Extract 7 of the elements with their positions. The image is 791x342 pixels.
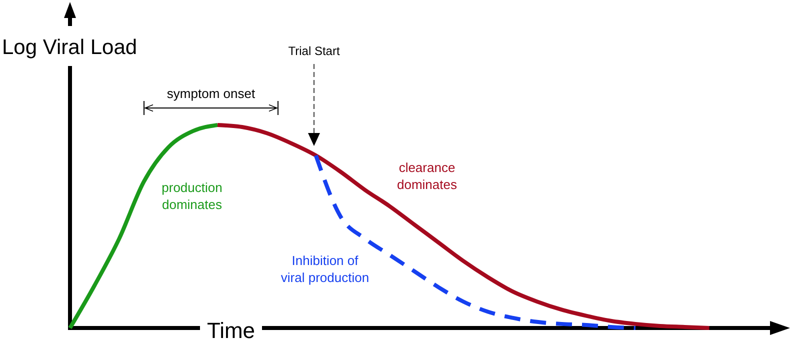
- y-axis-title: Log Viral Load: [2, 36, 138, 59]
- text: symptom onset: [166, 86, 256, 101]
- text: Trial Start: [288, 44, 340, 58]
- series-label: production dominates: [162, 180, 222, 212]
- series-label: Inhibition of viral production: [280, 253, 370, 285]
- series-label: clearance dominates: [397, 160, 458, 192]
- x-axis-title: Time: [206, 318, 256, 342]
